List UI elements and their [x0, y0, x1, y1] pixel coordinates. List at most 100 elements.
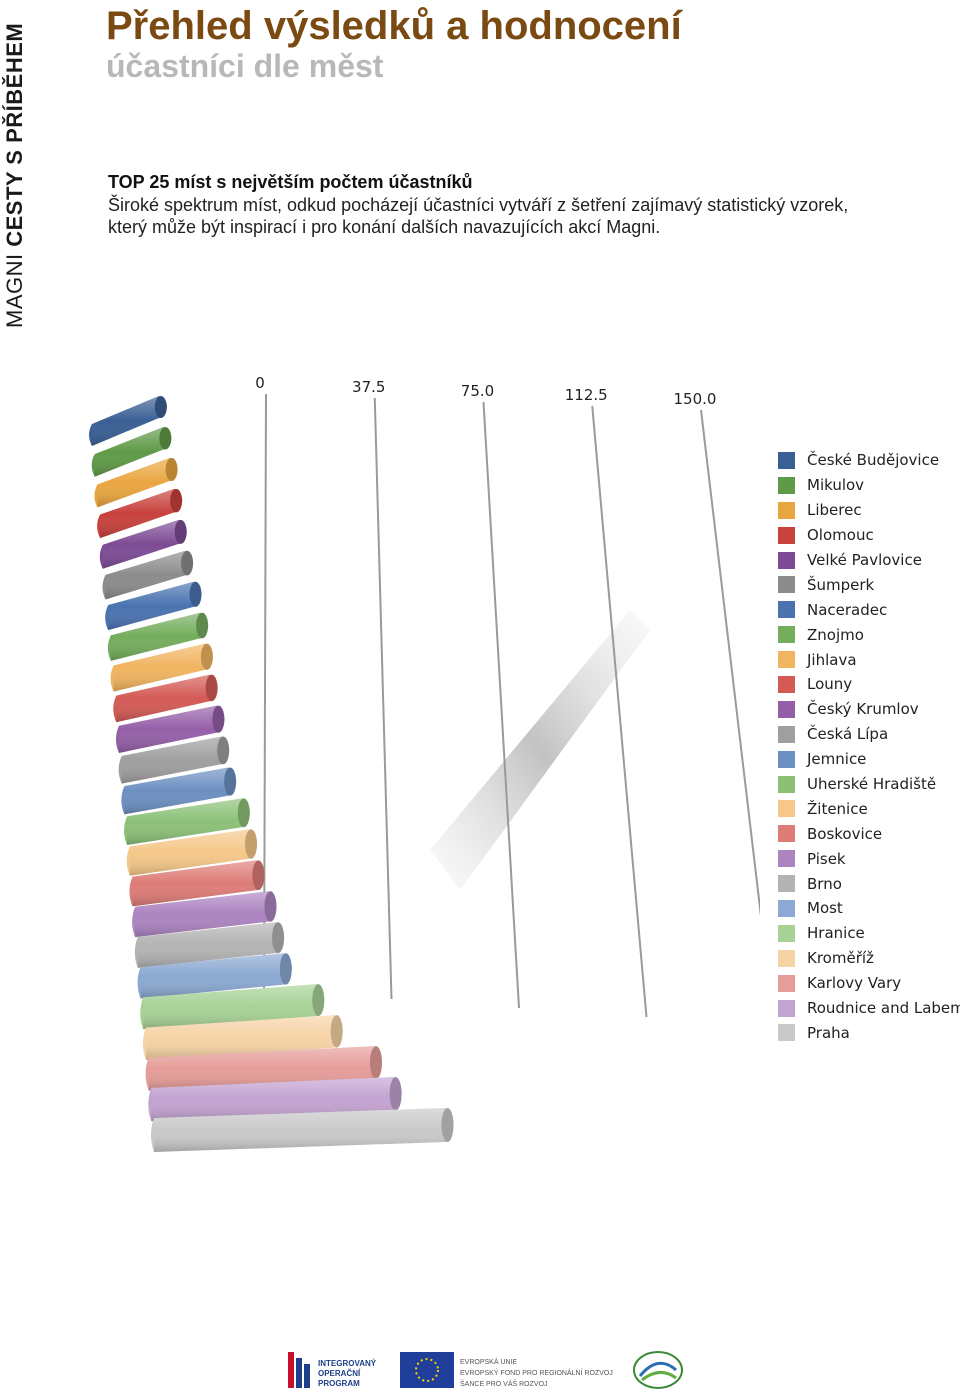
legend-label: Brno — [807, 874, 842, 893]
bar — [97, 488, 183, 539]
legend-item: Liberec — [778, 498, 960, 523]
bar-end-cap — [272, 922, 285, 954]
legend-label: Praha — [807, 1023, 850, 1042]
bar-end-cap — [441, 1108, 454, 1142]
legend-swatch — [778, 899, 795, 917]
tick-label: 112.5 — [565, 386, 608, 404]
legend-label: Šumperk — [807, 575, 875, 594]
tick-label: 0 — [255, 374, 265, 392]
legend-swatch — [778, 675, 795, 693]
legend-item: Praha — [778, 1020, 960, 1045]
bar — [148, 1077, 402, 1122]
bar-gloss — [135, 891, 269, 938]
legend-swatch — [778, 924, 795, 942]
legend-swatch — [778, 775, 795, 793]
side-brand-light: MAGNI — [2, 246, 27, 328]
chart-legend: České Budějovice Mikulov Liberec Olomouc Vel… — [778, 448, 960, 1045]
legend-swatch — [778, 651, 795, 669]
legend-label: Český Krumlov — [807, 700, 919, 719]
legend-label: Kroměříž — [807, 949, 874, 968]
bar-end-cap — [279, 953, 292, 985]
eu-logo-text-2: EVROPSKÝ FOND PRO REGIONÁLNÍ ROZVOJ — [460, 1368, 613, 1377]
bar — [115, 705, 225, 753]
bar-gloss — [92, 396, 159, 446]
legend-swatch — [778, 476, 795, 494]
legend-item: Naceradec — [778, 597, 960, 622]
bar-gloss — [137, 922, 277, 968]
bar-end-cap — [245, 829, 258, 859]
bar — [99, 519, 187, 569]
bar-gloss — [129, 829, 250, 876]
legend-item: Velké Pavlovice — [778, 548, 960, 573]
legend-swatch — [778, 700, 795, 718]
legend-item: Žitenice — [778, 796, 960, 821]
bar-gloss — [143, 984, 317, 1030]
iop-logo-text-2: OPERAČNÍ — [318, 1369, 361, 1378]
bar — [89, 396, 167, 446]
legend-item: Karlovy Vary — [778, 971, 960, 996]
bar-gloss — [154, 1108, 446, 1152]
legend-label: Hranice — [807, 924, 865, 943]
bar-end-cap — [330, 1015, 343, 1048]
mmr-logo — [633, 1351, 683, 1389]
bar-gloss — [113, 643, 205, 692]
bar-end-cap — [170, 488, 183, 513]
gridline — [591, 405, 648, 1018]
bar-gloss — [127, 798, 242, 846]
legend-label: Most — [807, 899, 843, 918]
bar-end-cap — [389, 1077, 402, 1111]
page-subtitle: účastníci dle měst — [106, 48, 384, 84]
legend-swatch — [778, 725, 795, 743]
side-brand: MAGNI CESTY S PŘÍBĚHEM — [2, 8, 32, 328]
legend-swatch — [778, 875, 795, 893]
bar-chart: 0 37.5 75.0 112.5 150.0 — [89, 374, 760, 1152]
legend-label: Louny — [807, 675, 853, 694]
bar-end-cap — [312, 984, 325, 1017]
bar-end-cap — [205, 674, 218, 702]
legend-swatch — [778, 451, 795, 469]
legend-label: Znojmo — [807, 625, 864, 644]
legend-item: Brno — [778, 871, 960, 896]
bar-gloss — [110, 612, 201, 661]
bars — [89, 396, 454, 1152]
gridline — [373, 397, 393, 1000]
legend-swatch — [778, 999, 795, 1017]
intro-text: Široké spektrum míst, odkud pocházejí úč… — [108, 195, 849, 237]
bar-end-cap — [181, 550, 194, 576]
iop-logo-text-1: INTEGROVANÝ — [318, 1359, 377, 1368]
legend-swatch — [778, 526, 795, 544]
legend-item: Uherské Hradiště — [778, 772, 960, 797]
legend-item: Mikulov — [778, 473, 960, 498]
legend-label: Mikulov — [807, 476, 865, 495]
bar-gloss — [148, 1046, 375, 1091]
legend-item: Louny — [778, 672, 960, 697]
legend-label: Jihlava — [807, 650, 857, 669]
bar-end-cap — [370, 1046, 383, 1080]
bar — [140, 984, 325, 1030]
legend-label: Karlovy Vary — [807, 974, 902, 993]
legend-label: Česká Lípa — [807, 725, 889, 744]
bar — [129, 860, 265, 907]
gridline — [700, 409, 760, 917]
gridline — [263, 393, 267, 991]
footer-logos: INTEGROVANÝ OPERAČNÍ PROGRAM EVROPSKÁ UN… — [288, 1351, 683, 1389]
eu-logo-text-1: EVROPSKÁ UNIE — [460, 1357, 518, 1366]
legend-swatch — [778, 601, 795, 619]
bar — [142, 1015, 343, 1060]
bar-gloss — [116, 674, 210, 723]
bar — [94, 457, 178, 508]
bar-gloss — [100, 488, 175, 539]
bar-end-cap — [174, 519, 187, 544]
legend-swatch — [778, 551, 795, 569]
bar-end-cap — [264, 891, 277, 922]
bar-end-cap — [159, 426, 172, 450]
bar — [132, 891, 277, 938]
legend-swatch — [778, 800, 795, 818]
bar — [110, 643, 213, 692]
bar-end-cap — [224, 767, 237, 796]
bar-end-cap — [200, 643, 213, 670]
gridline — [482, 401, 520, 1009]
tick-labels: 0 37.5 75.0 112.5 150.0 — [255, 374, 716, 408]
bar-gloss — [124, 767, 229, 815]
bar-gloss — [105, 550, 186, 600]
